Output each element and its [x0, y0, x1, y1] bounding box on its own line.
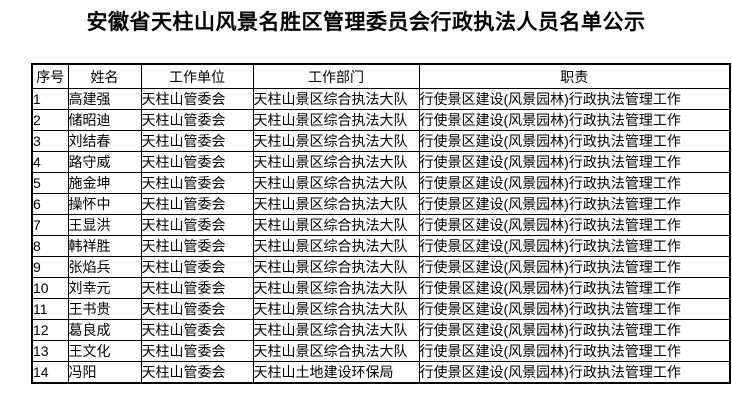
table-cell: 天柱山管委会 [140, 235, 254, 257]
table-row: 8 韩祥胜 天柱山管委会 天柱山景区综合执法大队 行使景区建设(风景园林)行政执法管理工… [31, 235, 731, 257]
table-cell: 天柱山景区综合执法大队 [252, 340, 420, 362]
table-cell: 2 [31, 109, 69, 131]
table-cell: 天柱山景区综合执法大队 [252, 277, 420, 299]
table-cell: 天柱山景区综合执法大队 [252, 130, 420, 152]
table-cell: 韩祥胜 [67, 235, 142, 257]
table-row: 3 刘结春 天柱山管委会 天柱山景区综合执法大队 行使景区建设(风景园林)行政执法管理工… [31, 130, 731, 152]
table-cell: 葛良成 [67, 319, 142, 341]
table-cell: 操怀中 [67, 193, 142, 215]
table-cell: 天柱山管委会 [140, 298, 254, 320]
table-row: 5 施金坤 天柱山管委会 天柱山景区综合执法大队 行使景区建设(风景园林)行政执法管理工… [31, 172, 731, 194]
table-cell: 11 [31, 298, 69, 320]
table-cell: 行使景区建设(风景园林)行政执法管理工作 [418, 319, 731, 341]
table-cell: 天柱山土地建设环保局 [252, 361, 420, 384]
table-cell: 7 [31, 214, 69, 236]
table-cell: 1 [31, 88, 69, 110]
table-cell: 天柱山管委会 [140, 172, 254, 194]
table-cell: 天柱山管委会 [140, 88, 254, 110]
table-cell: 6 [31, 193, 69, 215]
table-cell: 天柱山景区综合执法大队 [252, 319, 420, 341]
table-cell: 行使景区建设(风景园林)行政执法管理工作 [418, 235, 731, 257]
table-cell: 4 [31, 151, 69, 173]
table-cell: 行使景区建设(风景园林)行政执法管理工作 [418, 256, 731, 278]
table-cell: 行使景区建设(风景园林)行政执法管理工作 [418, 298, 731, 320]
table-cell: 天柱山景区综合执法大队 [252, 151, 420, 173]
table-cell: 行使景区建设(风景园林)行政执法管理工作 [418, 151, 731, 173]
table-row: 11 王书贵 天柱山管委会 天柱山景区综合执法大队 行使景区建设(风景园林)行政执法管理… [31, 298, 731, 320]
table-cell: 天柱山景区综合执法大队 [252, 193, 420, 215]
table-cell: 天柱山管委会 [140, 109, 254, 131]
personnel-table: 序号 姓名 工作单位 工作部门 职责 1 高建强 天柱山管委会 天柱山景区综合执法大队 行使景区… [31, 63, 731, 384]
page-title: 安徽省天柱山风景名胜区管理委员会行政执法人员名单公示 [86, 11, 646, 34]
table-cell: 天柱山管委会 [140, 256, 254, 278]
column-header: 姓名 [67, 63, 142, 89]
table-row: 14 冯阳 天柱山管委会 天柱山土地建设环保局 行使景区建设(风景园林)行政执法管理工作 [31, 361, 731, 384]
table-cell: 刘结春 [67, 130, 142, 152]
table-cell: 10 [31, 277, 69, 299]
table-cell: 行使景区建设(风景园林)行政执法管理工作 [418, 130, 731, 152]
table-cell: 天柱山管委会 [140, 214, 254, 236]
table-body: 1 高建强 天柱山管委会 天柱山景区综合执法大队 行使景区建设(风景园林)行政执法管理工… [31, 88, 731, 384]
table-row: 6 操怀中 天柱山管委会 天柱山景区综合执法大队 行使景区建设(风景园林)行政执法管理工… [31, 193, 731, 215]
table-cell: 天柱山管委会 [140, 340, 254, 362]
column-header: 职责 [418, 63, 731, 89]
table-row: 13 王文化 天柱山管委会 天柱山景区综合执法大队 行使景区建设(风景园林)行政执法管理… [31, 340, 731, 362]
table-cell: 高建强 [67, 88, 142, 110]
table-cell: 行使景区建设(风景园林)行政执法管理工作 [418, 340, 731, 362]
table-row: 1 高建强 天柱山管委会 天柱山景区综合执法大队 行使景区建设(风景园林)行政执法管理工… [31, 88, 731, 110]
table-cell: 天柱山景区综合执法大队 [252, 298, 420, 320]
table-cell: 行使景区建设(风景园林)行政执法管理工作 [418, 172, 731, 194]
table-row: 2 储昭迪 天柱山管委会 天柱山景区综合执法大队 行使景区建设(风景园林)行政执法管理工… [31, 109, 731, 131]
table-cell: 储昭迪 [67, 109, 142, 131]
table-cell: 行使景区建设(风景园林)行政执法管理工作 [418, 214, 731, 236]
table-row: 12 葛良成 天柱山管委会 天柱山景区综合执法大队 行使景区建设(风景园林)行政执法管理… [31, 319, 731, 341]
table-cell: 天柱山景区综合执法大队 [252, 256, 420, 278]
table-cell: 施金坤 [67, 172, 142, 194]
table-cell: 天柱山管委会 [140, 361, 254, 384]
table-cell: 5 [31, 172, 69, 194]
column-header: 工作部门 [252, 63, 420, 89]
table-cell: 行使景区建设(风景园林)行政执法管理工作 [418, 193, 731, 215]
table-row: 9 张焰兵 天柱山管委会 天柱山景区综合执法大队 行使景区建设(风景园林)行政执法管理工… [31, 256, 731, 278]
column-header: 序号 [31, 63, 69, 89]
table-cell: 行使景区建设(风景园林)行政执法管理工作 [418, 109, 731, 131]
table-cell: 行使景区建设(风景园林)行政执法管理工作 [418, 277, 731, 299]
table-cell: 王书贵 [67, 298, 142, 320]
table-row: 7 王显洪 天柱山管委会 天柱山景区综合执法大队 行使景区建设(风景园林)行政执法管理工… [31, 214, 731, 236]
table-cell: 天柱山景区综合执法大队 [252, 88, 420, 110]
table-cell: 刘幸元 [67, 277, 142, 299]
table-cell: 天柱山景区综合执法大队 [252, 109, 420, 131]
table-cell: 行使景区建设(风景园林)行政执法管理工作 [418, 88, 731, 110]
table-cell: 天柱山管委会 [140, 130, 254, 152]
table-cell: 12 [31, 319, 69, 341]
column-header: 工作单位 [140, 63, 254, 89]
table-cell: 路守威 [67, 151, 142, 173]
table-cell: 14 [31, 361, 69, 384]
table-cell: 天柱山管委会 [140, 193, 254, 215]
table-cell: 13 [31, 340, 69, 362]
table-cell: 3 [31, 130, 69, 152]
table-cell: 天柱山管委会 [140, 277, 254, 299]
table-cell: 王显洪 [67, 214, 142, 236]
table-row: 4 路守威 天柱山管委会 天柱山景区综合执法大队 行使景区建设(风景园林)行政执法管理工… [31, 151, 731, 173]
table-cell: 9 [31, 256, 69, 278]
table-row: 10 刘幸元 天柱山管委会 天柱山景区综合执法大队 行使景区建设(风景园林)行政执法管理… [31, 277, 731, 299]
table-cell: 天柱山管委会 [140, 151, 254, 173]
table-cell: 张焰兵 [67, 256, 142, 278]
table-header-row: 序号 姓名 工作单位 工作部门 职责 [31, 63, 731, 89]
table-cell: 天柱山景区综合执法大队 [252, 172, 420, 194]
table-cell: 天柱山管委会 [140, 319, 254, 341]
table-cell: 8 [31, 235, 69, 257]
table-cell: 天柱山景区综合执法大队 [252, 235, 420, 257]
table-cell: 行使景区建设(风景园林)行政执法管理工作 [418, 361, 731, 384]
table-cell: 王文化 [67, 340, 142, 362]
table-cell: 冯阳 [67, 361, 142, 384]
table-cell: 天柱山景区综合执法大队 [252, 214, 420, 236]
